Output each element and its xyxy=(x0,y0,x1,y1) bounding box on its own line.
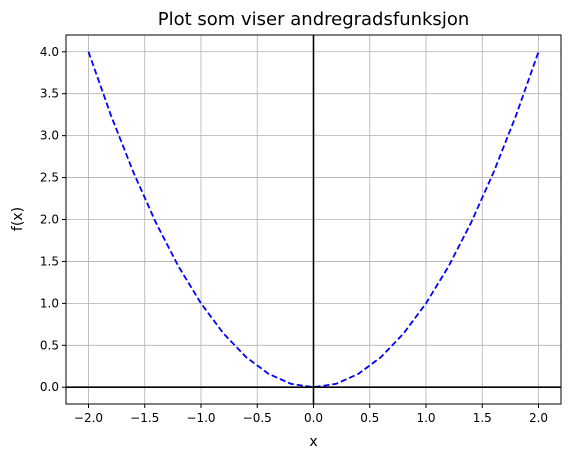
plot-layer xyxy=(87,51,540,389)
x-axis-label: x xyxy=(309,434,317,450)
x-tick-label: 0.5 xyxy=(360,411,379,425)
x-tick-label: −0.5 xyxy=(243,411,272,425)
y-tick-label: 0.0 xyxy=(40,380,59,394)
y-axis-label: f(x) xyxy=(10,207,26,231)
x-tick-label: −2.0 xyxy=(74,411,103,425)
y-tick-label: 3.5 xyxy=(40,87,59,101)
y-tick-label: 1.0 xyxy=(40,296,59,310)
reference-lines-layer xyxy=(66,35,561,404)
y-tick-label: 2.5 xyxy=(40,171,59,185)
x-tick-label: 2.0 xyxy=(529,411,548,425)
axes-layer: −2.0 −1.5 −1.0 −0.5 0.0 0.5 1.0 1.5 2.0 0.0 0.5 1.0… xyxy=(40,34,562,425)
x-tick-label: 1.0 xyxy=(416,411,435,425)
chart-title: Plot som viser andregradsfunksjon xyxy=(158,9,470,30)
y-tick-label: 4.0 xyxy=(40,45,59,59)
y-tick-label: 2.0 xyxy=(40,213,59,227)
x-tick-label: 0.0 xyxy=(304,411,323,425)
x-tick-label: −1.0 xyxy=(186,411,215,425)
y-tick-label: 0.5 xyxy=(40,338,59,352)
series-line xyxy=(87,51,540,389)
y-tick-label: 1.5 xyxy=(40,254,59,268)
y-tick-label: 3.0 xyxy=(40,129,59,143)
x-tick-label: −1.5 xyxy=(130,411,159,425)
x-tick-label: 1.5 xyxy=(473,411,492,425)
